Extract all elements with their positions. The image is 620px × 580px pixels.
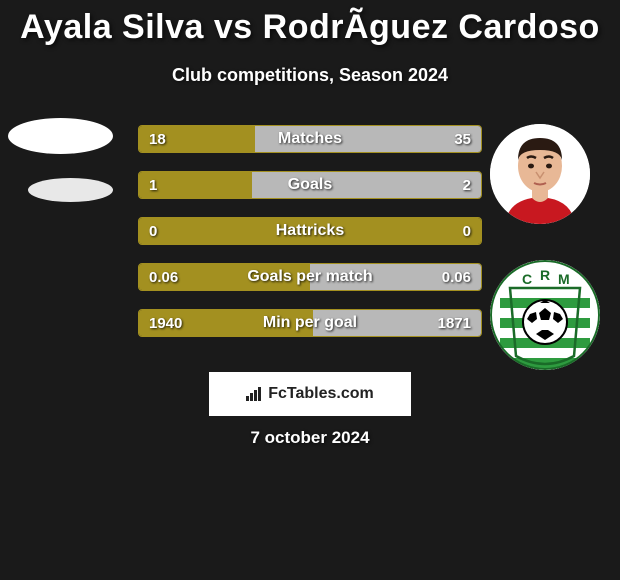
stat-row: 00Hattricks (138, 217, 482, 245)
subtitle: Club competitions, Season 2024 (0, 65, 620, 86)
stat-label: Min per goal (139, 310, 481, 336)
stat-label: Matches (139, 126, 481, 152)
chart-icon (246, 387, 264, 401)
svg-text:C: C (522, 271, 532, 287)
stat-label: Hattricks (139, 218, 481, 244)
page-title: Ayala Silva vs RodrÃ­guez Cardoso (0, 0, 620, 47)
stat-label: Goals per match (139, 264, 481, 290)
stats-comparison: 1835Matches 12Goals 00Hattricks 0.060.06Goa… (138, 125, 482, 355)
footer-brand-box[interactable]: FcTables.com (209, 372, 411, 416)
stat-row: 0.060.06Goals per match (138, 263, 482, 291)
stat-label: Goals (139, 172, 481, 198)
footer-brand-label: FcTables.com (268, 385, 374, 403)
stat-row: 1835Matches (138, 125, 482, 153)
player-left-avatar (8, 118, 113, 154)
player-right-avatar (490, 124, 590, 224)
club-left-badge (28, 178, 113, 202)
footer-date: 7 october 2024 (0, 428, 620, 448)
club-badge-icon: C R M (490, 260, 600, 370)
svg-text:M: M (558, 271, 570, 287)
svg-text:R: R (540, 267, 550, 283)
club-right-badge: C R M (490, 260, 600, 370)
stat-row: 19401871Min per goal (138, 309, 482, 337)
stat-row: 12Goals (138, 171, 482, 199)
player-face-icon (490, 124, 590, 224)
